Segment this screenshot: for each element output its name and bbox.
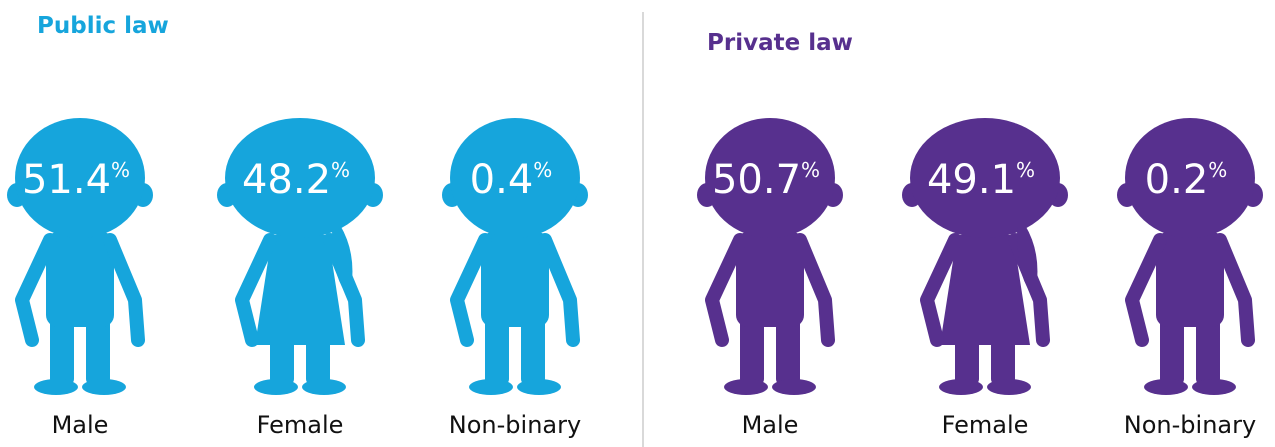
leg bbox=[86, 310, 110, 385]
leg bbox=[776, 310, 800, 385]
percentage: 48.2% bbox=[242, 157, 350, 203]
ponytail bbox=[332, 225, 353, 295]
foot bbox=[517, 379, 561, 395]
figure-silhouette bbox=[217, 118, 383, 395]
head bbox=[1125, 118, 1255, 238]
arm bbox=[538, 233, 580, 347]
figure-label: Female bbox=[942, 411, 1029, 439]
percentage: 0.4% bbox=[470, 157, 553, 203]
foot bbox=[1192, 379, 1236, 395]
figure-silhouette bbox=[902, 118, 1068, 395]
percentage-unit: % bbox=[533, 158, 552, 182]
foot bbox=[82, 379, 126, 395]
arm bbox=[1213, 233, 1255, 347]
leg bbox=[521, 310, 545, 385]
percentage-value: 48.2 bbox=[242, 157, 331, 203]
arm bbox=[705, 233, 747, 347]
head bbox=[705, 118, 835, 238]
foot bbox=[939, 379, 983, 395]
figure-label: Non-binary bbox=[449, 411, 581, 439]
percentage-value: 0.4 bbox=[470, 157, 534, 203]
percentage-value: 0.2 bbox=[1145, 157, 1209, 203]
torso bbox=[481, 232, 549, 327]
figure-label: Male bbox=[52, 411, 109, 439]
panel-title: Public law bbox=[37, 13, 169, 39]
percentage-unit: % bbox=[1208, 158, 1227, 182]
foot bbox=[724, 379, 768, 395]
percentage-unit: % bbox=[111, 158, 130, 182]
leg bbox=[740, 310, 764, 385]
head bbox=[450, 118, 580, 238]
figure-label: Female bbox=[257, 411, 344, 439]
percentage-unit: % bbox=[1016, 158, 1035, 182]
leg bbox=[1160, 310, 1184, 385]
torso bbox=[1156, 232, 1224, 327]
percentage: 51.4% bbox=[22, 157, 130, 203]
arm bbox=[103, 233, 145, 347]
head bbox=[225, 118, 375, 238]
foot bbox=[254, 379, 298, 395]
foot bbox=[34, 379, 78, 395]
percentage: 49.1% bbox=[927, 157, 1035, 203]
foot bbox=[302, 379, 346, 395]
arm bbox=[450, 233, 492, 347]
percentage: 0.2% bbox=[1145, 157, 1228, 203]
percentage-value: 51.4 bbox=[22, 157, 111, 203]
foot bbox=[987, 379, 1031, 395]
arm bbox=[793, 233, 835, 347]
leg bbox=[1196, 310, 1220, 385]
foot bbox=[772, 379, 816, 395]
percentage: 50.7% bbox=[712, 157, 820, 203]
percentage-unit: % bbox=[801, 158, 820, 182]
figure-silhouette bbox=[697, 118, 843, 395]
percentage-unit: % bbox=[331, 158, 350, 182]
arm bbox=[15, 233, 57, 347]
percentage-value: 50.7 bbox=[712, 157, 801, 203]
figure-silhouette bbox=[7, 118, 153, 395]
torso bbox=[46, 232, 114, 327]
figure-label: Male bbox=[742, 411, 799, 439]
head bbox=[910, 118, 1060, 238]
torso bbox=[255, 235, 345, 345]
arm bbox=[920, 233, 962, 347]
figure-label: Non-binary bbox=[1124, 411, 1256, 439]
figure-silhouette bbox=[1117, 118, 1263, 395]
torso bbox=[736, 232, 804, 327]
torso bbox=[940, 235, 1030, 345]
panel-title: Private law bbox=[707, 30, 853, 56]
percentage-value: 49.1 bbox=[927, 157, 1016, 203]
ponytail bbox=[1017, 225, 1038, 295]
figure-silhouette bbox=[442, 118, 588, 395]
head bbox=[15, 118, 145, 238]
leg bbox=[50, 310, 74, 385]
foot bbox=[469, 379, 513, 395]
foot bbox=[1144, 379, 1188, 395]
leg bbox=[485, 310, 509, 385]
arm bbox=[1125, 233, 1167, 347]
arm bbox=[235, 233, 277, 347]
